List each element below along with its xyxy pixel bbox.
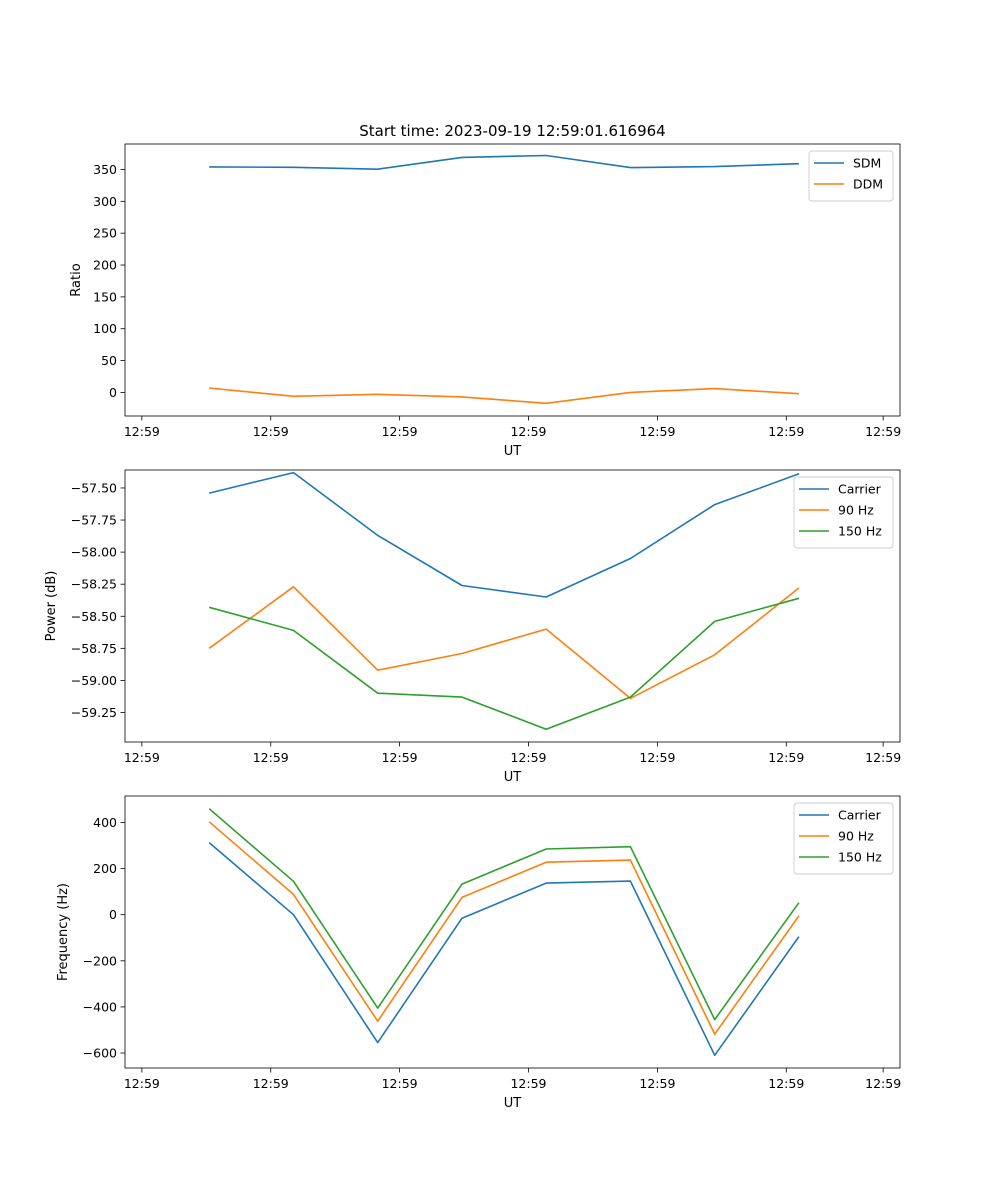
series-line-150-hz [208,597,800,731]
y-tick-label: 200 [93,861,117,876]
x-tick-label: 12:59 [510,424,546,439]
y-tick-label: 150 [93,289,117,304]
legend-label-150-hz: 150 Hz [838,850,882,865]
legend: SDM DDM [808,150,894,202]
y-axis-label: Ratio [69,263,84,296]
x-axis: 12:59 12:59 12:59 12:59 12:59 12:59 12:59 [124,1068,901,1091]
legend-label-carrier: Carrier [838,808,882,823]
y-axis: −59.25 −59.00 −58.75 −58.50 −58.25 −58.00 −57.… [71,480,125,720]
x-tick-label: 12:59 [768,424,804,439]
legend-label-sdm: SDM [853,156,881,171]
x-tick-label: 12:59 [124,424,160,439]
legend-label-carrier: Carrier [838,482,882,497]
series-line-carrier [208,841,800,1057]
x-tick-label: 12:59 [253,424,289,439]
axes-frame [124,143,901,417]
series-lines [208,471,800,731]
x-tick-label: 12:59 [510,750,546,765]
legend: Carrier 90 Hz 150 Hz [793,802,894,875]
axes-frame [124,795,901,1069]
panel-2: −59.25 −59.00 −58.75 −58.50 −58.25 −58.00 −57.… [44,469,901,785]
y-tick-label: 0 [109,385,117,400]
y-tick-label: 200 [93,258,117,273]
x-axis-label: UT [504,444,522,459]
x-tick-label: 12:59 [124,750,160,765]
y-axis: −600 −400 −200 0 200 400 [83,815,125,1061]
x-axis-label: UT [504,770,522,785]
axes-frame [124,469,901,743]
legend-label-90-hz: 90 Hz [838,829,874,844]
x-tick-label: 12:59 [639,750,675,765]
x-tick-label: 12:59 [253,750,289,765]
series-lines [208,808,800,1057]
x-tick-label: 12:59 [382,424,418,439]
x-tick-label: 12:59 [865,1076,901,1091]
figure-title: Start time: 2023-09-19 12:59:01.616964 [359,122,665,140]
y-tick-label: 0 [109,907,117,922]
y-tick-label: 400 [93,815,117,830]
x-tick-label: 12:59 [639,1076,675,1091]
y-tick-label: −400 [83,999,117,1014]
y-axis: 0 50 100 150 200 250 300 350 [93,162,125,400]
y-tick-label: −58.00 [71,545,117,560]
x-tick-label: 12:59 [768,1076,804,1091]
y-tick-label: −57.75 [71,513,117,528]
y-tick-label: −59.00 [71,673,117,688]
x-tick-label: 12:59 [253,1076,289,1091]
x-tick-label: 12:59 [768,750,804,765]
y-tick-label: 300 [93,194,117,209]
y-tick-label: −200 [83,953,117,968]
y-tick-label: −58.75 [71,641,117,656]
y-tick-label: −57.50 [71,480,117,495]
y-axis-label: Power (dB) [44,571,59,642]
x-tick-label: 12:59 [382,1076,418,1091]
y-tick-label: 100 [93,321,117,336]
y-axis-label: Frequency (Hz) [56,883,71,981]
y-tick-label: −58.50 [71,609,117,624]
x-tick-label: 12:59 [639,424,675,439]
legend-label-150-hz: 150 Hz [838,524,882,539]
series-line-ddm [209,387,799,405]
series-line-90-hz [208,585,800,700]
series-line-sdm [209,154,799,170]
x-axis: 12:59 12:59 12:59 12:59 12:59 12:59 12:59 [124,742,901,765]
x-tick-label: 12:59 [382,750,418,765]
x-tick-label: 12:59 [510,1076,546,1091]
series-lines [209,154,799,405]
y-tick-label: 50 [101,353,117,368]
series-line-90-hz [208,821,800,1035]
series-line-carrier [209,471,800,598]
y-tick-label: −600 [83,1046,117,1061]
y-tick-label: −58.25 [71,577,117,592]
x-tick-label: 12:59 [865,750,901,765]
x-tick-label: 12:59 [865,424,901,439]
legend-label-90-hz: 90 Hz [838,503,874,518]
x-axis: 12:59 12:59 12:59 12:59 12:59 12:59 12:59 [124,416,901,439]
series-line-150-hz [208,808,800,1021]
y-tick-label: −59.25 [71,705,117,720]
y-tick-label: 250 [93,226,117,241]
legend: Carrier 90 Hz 150 Hz [793,476,894,549]
x-axis-label: UT [504,1096,522,1111]
legend-label-ddm: DDM [853,177,883,192]
x-tick-label: 12:59 [124,1076,160,1091]
y-tick-label: 350 [93,162,117,177]
